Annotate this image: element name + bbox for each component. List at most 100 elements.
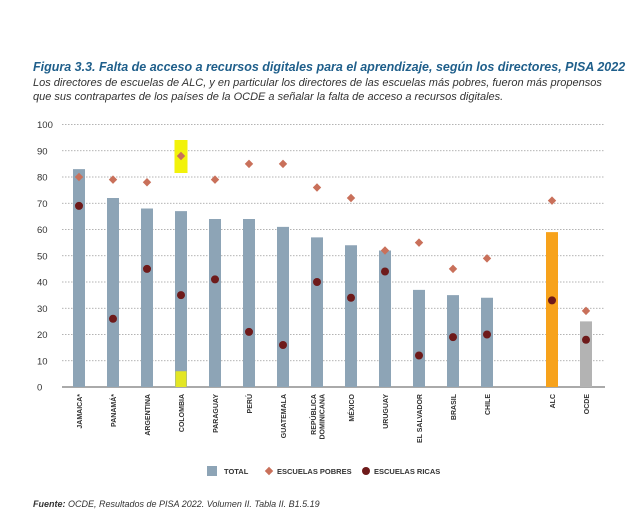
pobres-point-peru <box>244 159 254 169</box>
x-label-panama: PANAMÁ* <box>109 394 118 427</box>
svg-text:OCDE: OCDE <box>584 394 591 415</box>
legend-swatch-pobres <box>264 466 274 476</box>
ricas-point-jamaica <box>75 201 83 210</box>
svg-text:PARAGUAY: PARAGUAY <box>213 394 220 433</box>
x-label-mexico: MÉXICO <box>347 393 356 421</box>
ricas-point-argentina <box>143 264 151 273</box>
x-axis-labels: JAMAICA* PANAMÁ* ARGENTINA COLOMBIA PARAGUAY… <box>77 393 591 443</box>
source-note: Fuente: OCDE, Resultados de PISA 2022. V… <box>33 499 320 509</box>
legend-label-ricas: ESCUELAS RICAS <box>374 467 440 476</box>
bar-mexico <box>345 245 357 387</box>
pobres-point-panama <box>108 175 118 184</box>
pobres-point-argentina <box>142 178 152 187</box>
y-tick-label-30: 30 <box>37 304 48 315</box>
ricas-point-alc <box>548 296 556 305</box>
bar-republica-dominicana <box>311 237 323 387</box>
ricas-point-panama <box>109 314 117 323</box>
bar-peru <box>243 219 255 387</box>
svg-text:ARGENTINA: ARGENTINA <box>145 394 152 436</box>
y-tick-label-90: 90 <box>37 146 48 157</box>
bar-el-salvador <box>413 289 425 387</box>
svg-text:COLOMBIA: COLOMBIA <box>179 394 186 432</box>
ricas-point-el-salvador <box>415 351 423 360</box>
svg-text:EL SALVADOR: EL SALVADOR <box>417 394 424 443</box>
markers <box>74 151 591 360</box>
y-tick-label-80: 80 <box>37 173 48 184</box>
pobres-point-jamaica <box>74 172 84 182</box>
pobres-point-republica-dominicana <box>312 183 322 192</box>
y-tick-label-10: 10 <box>37 356 48 367</box>
y-tick-label-100: 100 <box>37 120 53 131</box>
pobres-point-ocde <box>581 306 591 316</box>
pobres-point-el-salvador <box>414 238 424 247</box>
x-label-peru: PERÚ <box>245 394 254 413</box>
legend-label-pobres: ESCUELAS POBRES <box>277 467 352 476</box>
svg-text:GUATEMALA: GUATEMALA <box>281 394 288 438</box>
x-label-chile: CHILE <box>485 394 492 415</box>
x-label-guatemala: GUATEMALA <box>281 394 288 438</box>
x-label-el-salvador: EL SALVADOR <box>417 394 424 443</box>
ricas-point-guatemala <box>279 341 287 349</box>
bar-alc <box>546 232 558 387</box>
x-label-alc: ALC <box>550 394 557 408</box>
svg-text:REPÚBLICA: REPÚBLICA <box>309 394 318 435</box>
y-axis: 0 10 20 30 40 50 60 70 80 90 100 <box>37 120 53 394</box>
legend: TOTAL ESCUELAS POBRES ESCUELAS RICAS <box>207 466 440 476</box>
pobres-point-brasil <box>448 264 458 274</box>
pobres-point-paraguay <box>210 175 220 184</box>
svg-text:PERÚ: PERÚ <box>245 394 254 413</box>
y-tick-label-20: 20 <box>37 330 48 341</box>
bar-panama <box>107 198 119 387</box>
x-label-uruguay: URUGUAY <box>383 394 390 429</box>
ricas-point-mexico <box>347 293 355 302</box>
y-tick-label-70: 70 <box>37 199 48 210</box>
bar-paraguay <box>209 219 221 387</box>
source-text: OCDE, Resultados de PISA 2022. Volumen I… <box>65 499 320 509</box>
y-tick-label-0: 0 <box>37 383 42 394</box>
y-tick-label-60: 60 <box>37 225 48 236</box>
svg-text:URUGUAY: URUGUAY <box>383 394 390 429</box>
ricas-point-uruguay <box>381 267 389 276</box>
bar-chart: 0 10 20 30 40 50 60 70 80 90 100 JAMAICA* PANAMÁ* AR… <box>37 120 605 476</box>
y-tick-label-40: 40 <box>37 278 48 289</box>
highlight-colombia-label <box>175 371 187 387</box>
svg-text:MÉXICO: MÉXICO <box>347 393 356 421</box>
ricas-point-chile <box>483 330 491 339</box>
legend-swatch-total <box>207 466 217 476</box>
legend-swatch-ricas <box>362 467 370 475</box>
source-label: Fuente: <box>33 499 66 509</box>
bar-guatemala <box>277 226 289 387</box>
chart-title: Figura 3.3. Falta de acceso a recursos d… <box>33 60 626 74</box>
pobres-point-mexico <box>346 193 356 203</box>
svg-text:DOMINICANA: DOMINICANA <box>319 394 326 440</box>
x-label-republica-dominicana: REPÚBLICA DOMINICANA <box>309 394 327 440</box>
bar-jamaica <box>73 169 85 387</box>
ricas-point-peru <box>245 327 253 336</box>
x-label-argentina: ARGENTINA <box>145 394 152 436</box>
y-tick-label-50: 50 <box>37 251 48 262</box>
bars <box>73 169 592 387</box>
chart-subtitle: Los directores de escuelas de ALC, y en … <box>33 77 602 103</box>
x-label-colombia: COLOMBIA <box>179 394 186 432</box>
pobres-point-alc <box>547 196 557 205</box>
x-label-jamaica: JAMAICA* <box>77 394 84 429</box>
x-label-ocde: OCDE <box>584 394 591 415</box>
bar-uruguay <box>379 250 391 387</box>
bar-chile <box>481 297 493 387</box>
ricas-point-ocde <box>582 335 590 344</box>
svg-text:JAMAICA*: JAMAICA* <box>77 394 84 429</box>
pobres-point-guatemala <box>278 159 288 169</box>
ricas-point-paraguay <box>211 275 219 284</box>
svg-text:BRASIL: BRASIL <box>451 393 458 420</box>
pobres-point-colombia <box>176 151 186 161</box>
svg-text:PANAMÁ*: PANAMÁ* <box>109 394 118 427</box>
svg-text:CHILE: CHILE <box>485 394 492 415</box>
bar-ocde <box>580 321 592 387</box>
svg-text:ALC: ALC <box>550 394 557 408</box>
x-label-paraguay: PARAGUAY <box>213 394 220 433</box>
x-label-brasil: BRASIL <box>451 393 458 420</box>
pobres-point-chile <box>482 254 492 263</box>
bar-argentina <box>141 208 153 387</box>
ricas-point-colombia <box>177 291 185 300</box>
ricas-point-republica-dominicana <box>313 278 321 286</box>
